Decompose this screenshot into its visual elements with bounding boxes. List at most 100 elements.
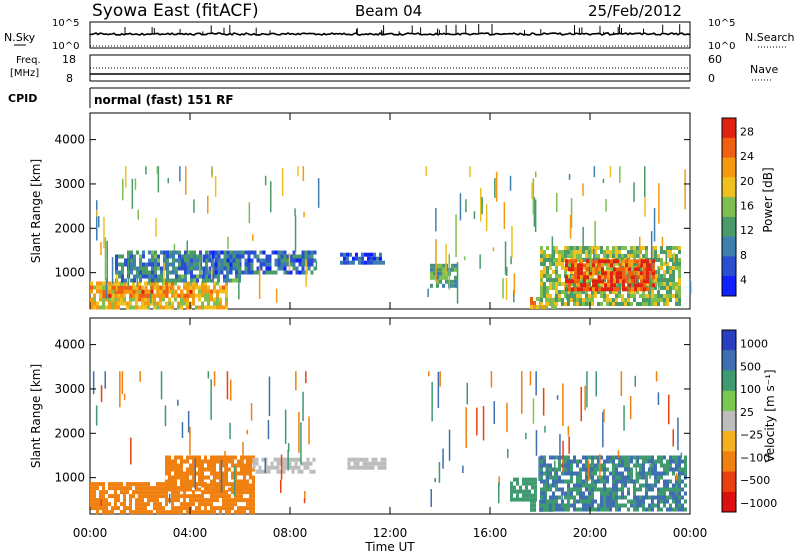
velocity-cell bbox=[249, 510, 252, 515]
velocity-streak bbox=[562, 440, 564, 472]
velocity-cell bbox=[192, 498, 195, 503]
power-cell bbox=[636, 278, 639, 282]
power-cell bbox=[643, 263, 646, 268]
velocity-cell bbox=[192, 502, 195, 507]
velocity-cell bbox=[90, 494, 93, 499]
power-cell bbox=[616, 287, 619, 292]
velocity-cell bbox=[129, 482, 132, 487]
velocity-streak bbox=[303, 498, 306, 504]
power-cell bbox=[201, 301, 204, 306]
velocity-cell bbox=[225, 482, 228, 487]
power-cell bbox=[159, 301, 162, 306]
power-cell bbox=[186, 285, 190, 290]
power-cell bbox=[594, 254, 597, 258]
velocity-cell bbox=[579, 495, 582, 500]
velocity-streak bbox=[428, 371, 430, 377]
velocity-cell bbox=[654, 459, 657, 464]
power-cell bbox=[181, 258, 184, 263]
power-cell bbox=[135, 301, 138, 306]
power-cell bbox=[295, 270, 299, 275]
nave-label: Nave bbox=[750, 63, 778, 76]
velocity-cell bbox=[261, 457, 265, 462]
velocity-cell bbox=[621, 487, 624, 492]
velocity-cell bbox=[207, 463, 210, 468]
velocity-streak bbox=[538, 456, 540, 481]
power-cell bbox=[651, 294, 654, 298]
power-cell bbox=[126, 289, 130, 294]
power-cell bbox=[637, 267, 640, 272]
power-cell bbox=[564, 246, 567, 250]
power-cell bbox=[139, 258, 142, 263]
velocity-cell bbox=[675, 455, 678, 460]
power-colorbar-segment bbox=[722, 256, 736, 277]
velocity-cell bbox=[141, 490, 144, 495]
velocity-cell bbox=[591, 459, 594, 464]
power-cell bbox=[96, 289, 99, 294]
freq-left-tick-bottom: 8 bbox=[66, 72, 73, 85]
velocity-cell bbox=[210, 463, 213, 468]
velocity-cell bbox=[582, 467, 585, 472]
date-label: 25/Feb/2012 bbox=[588, 2, 682, 20]
power-cell bbox=[576, 254, 579, 258]
power-cell bbox=[666, 250, 669, 254]
power-cell bbox=[199, 250, 202, 255]
velocity-cell bbox=[135, 498, 138, 503]
power-cell bbox=[130, 258, 133, 263]
velocity-cell bbox=[533, 503, 536, 508]
velocity-cell bbox=[651, 507, 654, 512]
power-cell bbox=[588, 298, 591, 302]
power-cell bbox=[600, 294, 603, 298]
power-cell bbox=[583, 271, 586, 276]
velocity-cell bbox=[630, 503, 633, 508]
power-cell bbox=[210, 293, 213, 298]
power-cell bbox=[166, 254, 169, 259]
power-cell bbox=[549, 298, 552, 302]
velocity-cell bbox=[594, 483, 597, 488]
velocity-cell bbox=[204, 490, 207, 495]
power-y-tick-label: 1000 bbox=[54, 266, 85, 280]
power-cell bbox=[675, 254, 678, 258]
velocity-cell bbox=[243, 463, 246, 468]
power-cell bbox=[640, 275, 643, 280]
velocity-cell bbox=[210, 502, 213, 507]
velocity-cell bbox=[618, 507, 621, 512]
power-cell bbox=[622, 287, 625, 292]
power-cell bbox=[672, 278, 675, 282]
power-cell bbox=[654, 270, 657, 274]
power-cell bbox=[619, 271, 622, 276]
power-cell bbox=[540, 258, 543, 262]
power-cell bbox=[540, 270, 543, 274]
power-streak bbox=[626, 273, 629, 291]
power-cell bbox=[675, 294, 678, 298]
velocity-streak bbox=[210, 379, 212, 420]
power-cell bbox=[153, 285, 157, 290]
power-cell bbox=[640, 283, 643, 288]
power-cell bbox=[543, 286, 546, 290]
power-cell bbox=[205, 270, 209, 275]
velocity-cell bbox=[513, 477, 516, 482]
time-axis-ticks: 00:00 04:00 08:00 12:00 16:00 20:00 00:00 bbox=[73, 526, 708, 540]
velocity-cell bbox=[633, 495, 636, 500]
power-cell bbox=[268, 254, 272, 259]
velocity-streak bbox=[465, 407, 467, 449]
power-cell bbox=[196, 254, 199, 259]
power-cell bbox=[274, 258, 278, 263]
power-cell bbox=[190, 250, 193, 255]
velocity-cell bbox=[177, 510, 180, 515]
velocity-streak bbox=[546, 468, 548, 482]
velocity-cell bbox=[231, 463, 234, 468]
velocity-cell bbox=[672, 459, 675, 464]
velocity-cell bbox=[621, 475, 624, 480]
power-cell bbox=[352, 256, 355, 261]
power-cell bbox=[570, 246, 573, 250]
velocity-cell bbox=[249, 498, 252, 503]
power-cell bbox=[663, 274, 666, 278]
power-y-tick-label: 4000 bbox=[54, 133, 85, 147]
power-cell bbox=[364, 252, 367, 257]
power-cell bbox=[123, 285, 127, 290]
velocity-cell bbox=[513, 497, 516, 502]
velocity-cell bbox=[306, 465, 310, 470]
velocity-cell bbox=[210, 494, 213, 499]
velocity-cell bbox=[579, 467, 582, 472]
power-cell bbox=[304, 250, 308, 255]
